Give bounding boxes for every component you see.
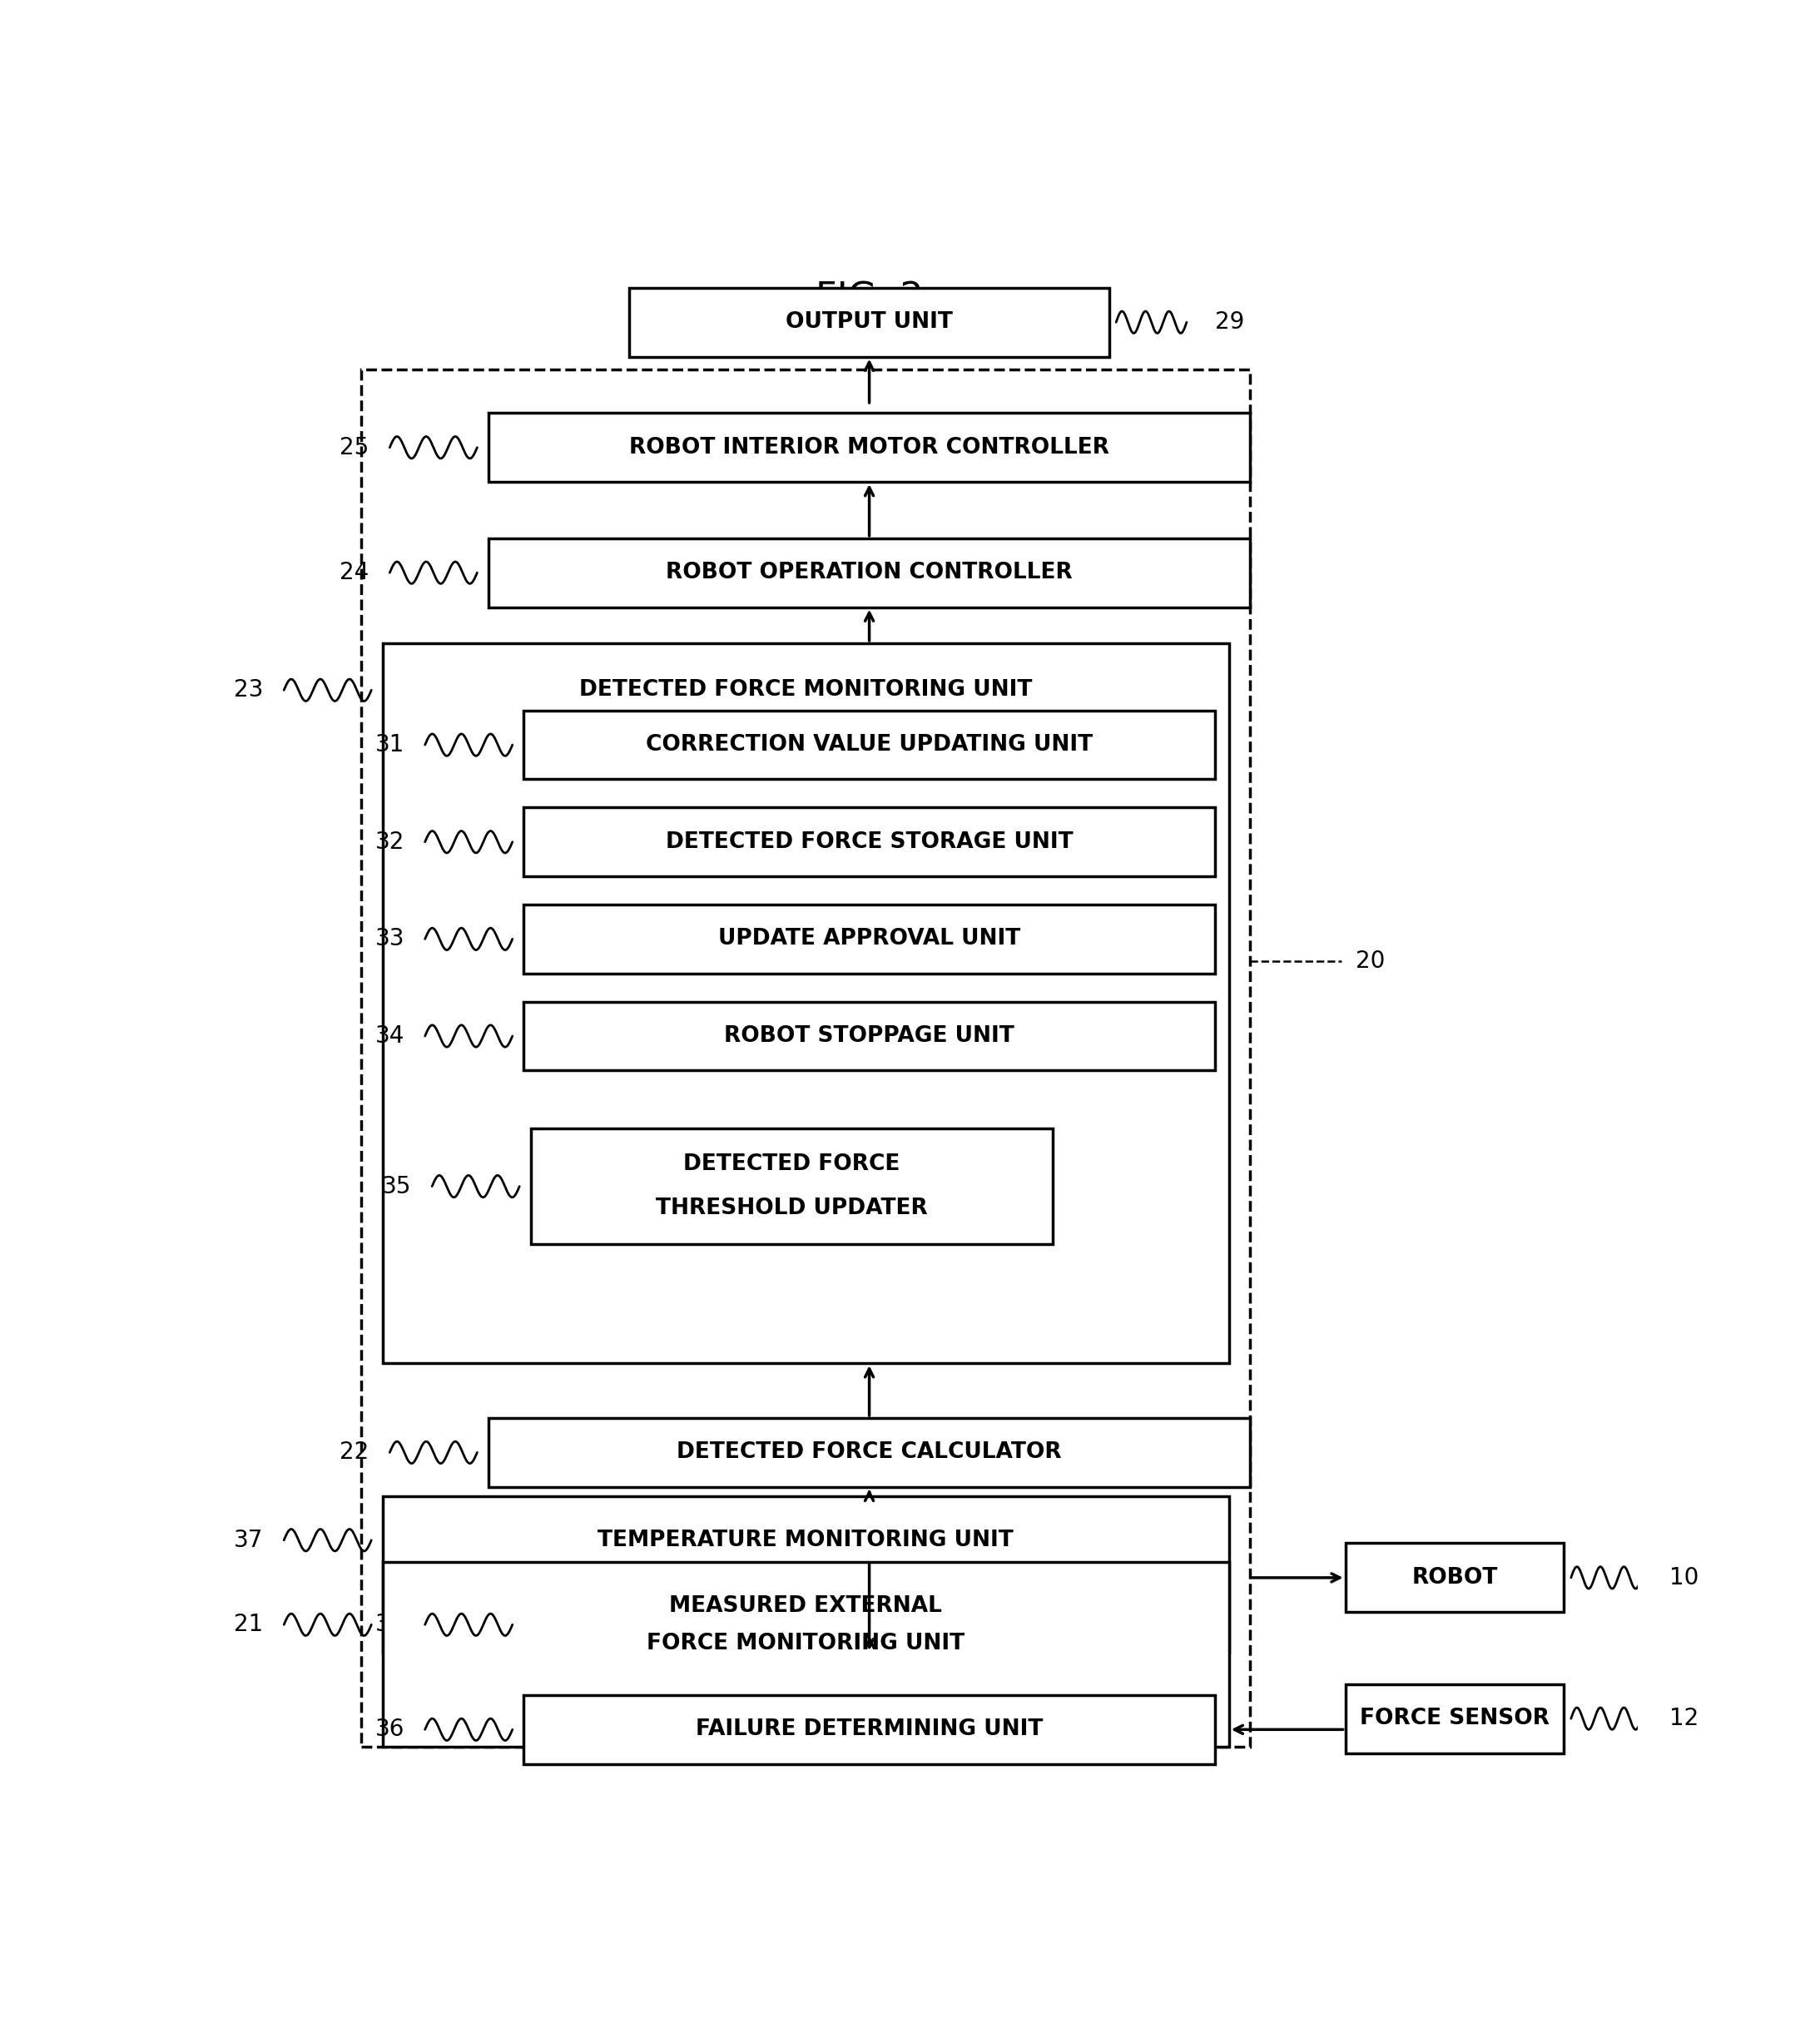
FancyBboxPatch shape <box>488 539 1250 608</box>
Text: DETECTED FORCE STORAGE UNIT: DETECTED FORCE STORAGE UNIT <box>666 831 1074 852</box>
Text: 23: 23 <box>235 679 264 701</box>
Text: ROBOT INTERIOR MOTOR CONTROLLER: ROBOT INTERIOR MOTOR CONTROLLER <box>630 437 1110 457</box>
FancyBboxPatch shape <box>524 807 1216 876</box>
FancyBboxPatch shape <box>524 905 1216 974</box>
Text: FORCE MONITORING UNIT: FORCE MONITORING UNIT <box>646 1632 965 1655</box>
Text: ROBOT STOPPAGE UNIT: ROBOT STOPPAGE UNIT <box>724 1025 1014 1047</box>
FancyBboxPatch shape <box>382 1496 1229 1653</box>
Text: FAILURE DETERMINING UNIT: FAILURE DETERMINING UNIT <box>695 1718 1043 1740</box>
Text: FAILURE DETERMINING UNIT: FAILURE DETERMINING UNIT <box>695 1614 1043 1635</box>
Text: DETECTED FORCE MONITORING UNIT: DETECTED FORCE MONITORING UNIT <box>579 679 1032 701</box>
Text: 10: 10 <box>1669 1565 1700 1590</box>
Text: 12: 12 <box>1669 1708 1700 1730</box>
Text: MEASURED EXTERNAL: MEASURED EXTERNAL <box>670 1596 943 1616</box>
Text: ROBOT: ROBOT <box>1412 1567 1498 1588</box>
Text: 29: 29 <box>1216 311 1245 333</box>
FancyBboxPatch shape <box>531 1128 1052 1244</box>
FancyBboxPatch shape <box>524 1590 1216 1659</box>
FancyBboxPatch shape <box>524 1002 1216 1071</box>
Text: 22: 22 <box>340 1441 369 1464</box>
FancyBboxPatch shape <box>382 1561 1229 1746</box>
Text: DETECTED FORCE: DETECTED FORCE <box>682 1153 901 1175</box>
Text: DETECTED FORCE CALCULATOR: DETECTED FORCE CALCULATOR <box>677 1441 1061 1464</box>
Text: THRESHOLD UPDATER: THRESHOLD UPDATER <box>655 1197 928 1220</box>
Text: CORRECTION VALUE UPDATING UNIT: CORRECTION VALUE UPDATING UNIT <box>646 734 1092 756</box>
Text: 37: 37 <box>235 1529 264 1551</box>
Text: 33: 33 <box>375 927 404 951</box>
FancyBboxPatch shape <box>488 413 1250 482</box>
Text: FIG. 2: FIG. 2 <box>815 281 923 317</box>
FancyBboxPatch shape <box>524 710 1216 779</box>
Text: ROBOT OPERATION CONTROLLER: ROBOT OPERATION CONTROLLER <box>666 561 1072 583</box>
Text: 21: 21 <box>235 1612 264 1637</box>
FancyBboxPatch shape <box>1345 1683 1563 1752</box>
Text: 31: 31 <box>375 734 404 756</box>
Text: TEMPERATURE MONITORING UNIT: TEMPERATURE MONITORING UNIT <box>597 1529 1014 1551</box>
Text: 36: 36 <box>375 1718 404 1740</box>
Text: FORCE SENSOR: FORCE SENSOR <box>1360 1708 1549 1730</box>
Text: 24: 24 <box>340 561 369 583</box>
FancyBboxPatch shape <box>1345 1543 1563 1612</box>
Text: 32: 32 <box>375 829 404 854</box>
FancyBboxPatch shape <box>630 289 1108 356</box>
Text: 38: 38 <box>375 1612 404 1637</box>
Text: 34: 34 <box>375 1025 404 1047</box>
FancyBboxPatch shape <box>382 642 1229 1364</box>
FancyBboxPatch shape <box>488 1419 1250 1486</box>
FancyBboxPatch shape <box>524 1696 1216 1765</box>
Text: 20: 20 <box>1356 949 1385 974</box>
Text: 25: 25 <box>340 435 369 459</box>
Text: UPDATE APPROVAL UNIT: UPDATE APPROVAL UNIT <box>719 929 1021 949</box>
Text: OUTPUT UNIT: OUTPUT UNIT <box>786 311 954 333</box>
Text: 35: 35 <box>382 1175 411 1197</box>
